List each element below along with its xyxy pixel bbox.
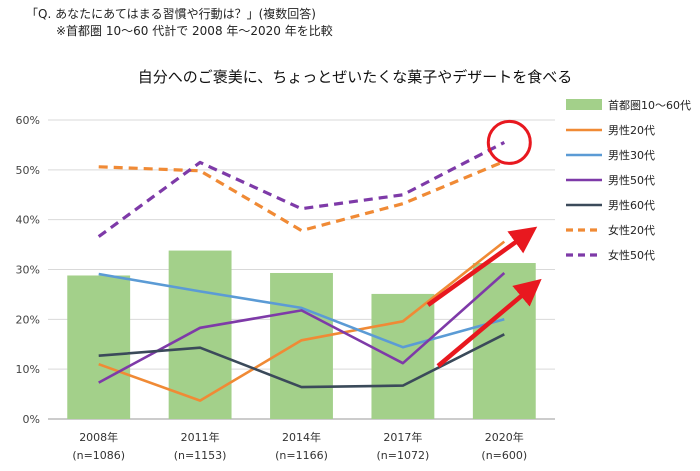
x-tick-label: 2020年 bbox=[485, 430, 524, 444]
line-series bbox=[97, 140, 506, 402]
legend-label: 首都圏10～60代 bbox=[608, 98, 691, 112]
annotations bbox=[426, 119, 542, 368]
x-sample-size: (n=1072) bbox=[377, 449, 430, 462]
x-tick-label: 2017年 bbox=[383, 430, 422, 444]
y-tick-label: 10% bbox=[16, 363, 40, 376]
axes: 0% 10% 20% 30% 40% 50% 60% 2008年 (n=1086) 2011年 (n… bbox=[16, 114, 528, 462]
legend-label: 男性50代 bbox=[608, 173, 655, 187]
highlight-circle bbox=[486, 119, 532, 165]
y-tick-label: 40% bbox=[16, 214, 40, 227]
legend-label: 男性20代 bbox=[608, 123, 655, 137]
chart-title: 自分へのご褒美に、ちょっとぜいたくな菓子やデザートを食べる bbox=[138, 68, 573, 86]
trend-arrow bbox=[436, 278, 542, 368]
x-tick-label: 2014年 bbox=[282, 430, 321, 444]
bar-2014年 bbox=[270, 272, 333, 419]
legend-swatch bbox=[566, 99, 602, 110]
line-男性60代 bbox=[98, 333, 505, 389]
line-男性50代 bbox=[98, 272, 506, 384]
x-tick-label: 2011年 bbox=[181, 430, 220, 444]
line-女性50代 bbox=[97, 140, 506, 238]
bar-2011年 bbox=[168, 250, 232, 419]
legend-label: 男性60代 bbox=[608, 198, 655, 212]
legend-label: 男性30代 bbox=[608, 148, 655, 162]
x-sample-size: (n=1153) bbox=[174, 449, 227, 462]
line-男性20代 bbox=[98, 240, 506, 402]
bar-2017年 bbox=[371, 293, 435, 419]
grid-lines bbox=[48, 119, 555, 420]
bar-2020年 bbox=[472, 263, 536, 419]
x-tick-label: 2008年 bbox=[79, 430, 118, 444]
y-tick-label: 20% bbox=[16, 313, 40, 326]
y-tick-label: 50% bbox=[16, 164, 40, 177]
line-男性30代 bbox=[98, 272, 505, 349]
trend-arrow bbox=[426, 226, 538, 307]
x-sample-size: (n=1166) bbox=[275, 449, 328, 462]
legend-label: 女性20代 bbox=[608, 223, 655, 237]
x-sample-size: (n=1086) bbox=[72, 449, 125, 462]
y-tick-label: 60% bbox=[16, 114, 40, 127]
line-女性20代 bbox=[98, 159, 505, 233]
x-sample-size: (n=600) bbox=[481, 449, 527, 462]
comparison-note: ※首都圏 10～60 代計で 2008 年～2020 年を比較 bbox=[56, 24, 333, 38]
y-tick-label: 30% bbox=[16, 264, 40, 277]
y-tick-label: 0% bbox=[23, 413, 40, 426]
legend-label: 女性50代 bbox=[608, 248, 655, 262]
question-text: 「Q. あなたにあてはまる習慣や行動は？」(複数回答) bbox=[26, 7, 316, 21]
question-header: 「Q. あなたにあてはまる習慣や行動は？」(複数回答) ※首都圏 10～60 代… bbox=[26, 6, 333, 40]
bar-2008年 bbox=[67, 275, 131, 419]
